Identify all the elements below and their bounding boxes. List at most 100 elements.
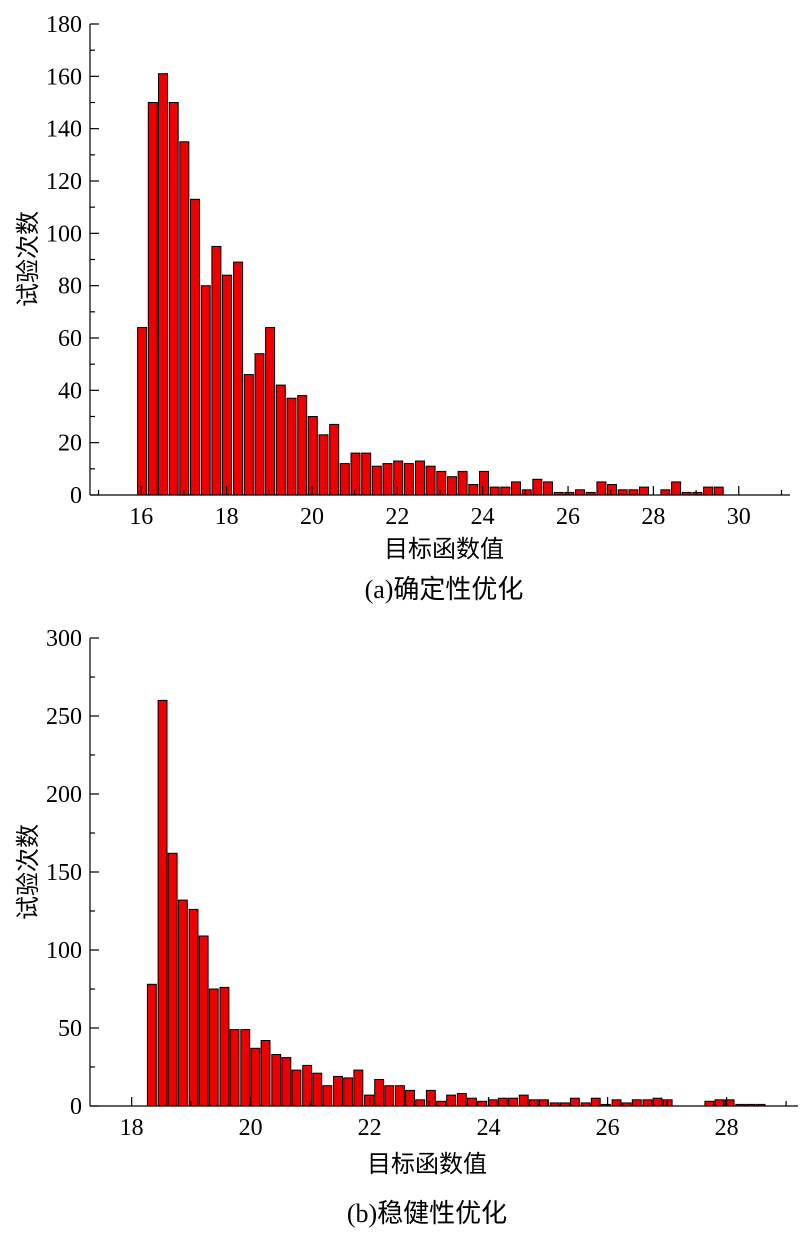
- panel-b-bar: [631, 1099, 642, 1107]
- panel-a-bar: [671, 481, 682, 496]
- panel-b-bar: [436, 1100, 447, 1107]
- panel-b-y-tick-label: 150: [46, 860, 82, 886]
- panel-a-bar: [393, 460, 404, 496]
- panel-b-x-tick-label: 22: [358, 1115, 382, 1141]
- panel-b-bar: [384, 1085, 395, 1107]
- panel-b-bar: [652, 1097, 663, 1107]
- panel-b-bar: [467, 1097, 477, 1107]
- panel-a-bar: [318, 434, 329, 496]
- panel-a-x-tick-label: 30: [727, 504, 751, 530]
- panel-a-y-tick-label: 20: [58, 431, 82, 457]
- panel-b-bar: [456, 1093, 467, 1107]
- panel-a-bar: [190, 198, 200, 496]
- panel-b-bar: [590, 1097, 601, 1107]
- panel-a-bar: [179, 141, 190, 496]
- panel-b-x-tick-label: 28: [715, 1115, 739, 1141]
- panel-a-bar: [575, 489, 585, 496]
- panel-a-y-tick-label: 60: [58, 326, 82, 352]
- panel-b-caption: (b)稳健性优化: [347, 1199, 507, 1228]
- panel-a-y-tick-label: 40: [58, 378, 82, 404]
- panel-b-bars: [146, 699, 766, 1107]
- panel-b-bar: [343, 1077, 354, 1107]
- panel-b-bar: [539, 1099, 549, 1107]
- panel-a-x-tick-label: 18: [215, 504, 239, 530]
- panel-a-bar: [329, 423, 340, 496]
- panel-a-bar: [425, 465, 436, 496]
- panel-b-bar: [642, 1099, 653, 1107]
- panel-b-y-tick-label: 250: [46, 704, 82, 730]
- panel-a-x-tick-label: 20: [300, 504, 324, 530]
- panel-a-bar: [532, 478, 543, 496]
- panel-b-bar: [477, 1100, 488, 1107]
- panel-a-bar: [511, 481, 521, 496]
- panel-a-bar: [607, 484, 617, 496]
- panel-a-y-tick-label: 180: [46, 12, 82, 38]
- panel-b-bar: [322, 1085, 333, 1107]
- panel-b-bar: [177, 899, 188, 1107]
- panel-b-bar: [405, 1089, 416, 1107]
- panel-a-bar: [265, 327, 276, 496]
- panel-b-y-tick-label: 50: [58, 1016, 82, 1042]
- panel-a-bar: [339, 463, 350, 496]
- panel-a-bar: [158, 73, 168, 496]
- panel-b-bar: [312, 1072, 323, 1107]
- panel-a-caption: (a)确定性优化: [365, 575, 524, 604]
- panel-a: 0 20 40 60 80 100 120 140 160 180 16 18 20 22 24 26 28 30…: [14, 12, 790, 604]
- panel-a-bar: [713, 486, 724, 496]
- panel-a-bar: [168, 102, 179, 496]
- panel-a-bar: [361, 452, 372, 496]
- panel-b-y-tick-label: 300: [46, 626, 82, 652]
- panel-b-bar: [157, 699, 168, 1107]
- panel-b-bar: [219, 986, 230, 1107]
- panel-a-bar: [596, 481, 607, 496]
- panel-a-y-tick-label: 140: [46, 117, 82, 143]
- panel-b-bar: [291, 1069, 302, 1107]
- panel-b-x-axis-title: 目标函数值: [367, 1150, 487, 1178]
- panel-b-y-tick-label: 0: [70, 1094, 82, 1120]
- panel-b-x-tick-label: 20: [239, 1115, 263, 1141]
- panel-b-x-tick-label: 24: [477, 1115, 501, 1141]
- panel-a-y-tick-label: 100: [46, 221, 82, 247]
- panel-b: 0 50 100 150 200 250 300 18 20 22 24 26 28 试验次数 目标函数…: [14, 626, 798, 1228]
- panel-a-y-tick-label: 0: [70, 483, 82, 509]
- panel-b-bar: [353, 1069, 364, 1107]
- panel-a-x-tick-label: 22: [385, 504, 409, 530]
- panel-a-bar: [436, 470, 447, 496]
- panel-a-bar: [275, 384, 286, 496]
- panel-a-bar: [617, 489, 628, 496]
- panel-a-bar: [703, 486, 714, 496]
- panel-a-bars: [137, 73, 724, 496]
- panel-a-bar: [521, 489, 532, 496]
- panel-a-bar: [254, 353, 265, 496]
- panel-b-bar: [208, 988, 219, 1107]
- panel-b-bar: [271, 1054, 282, 1107]
- panel-a-bar: [243, 374, 254, 496]
- panel-a-bar: [479, 470, 489, 496]
- panel-b-bar: [240, 1029, 251, 1107]
- panel-a-x-tick-label: 16: [129, 504, 153, 530]
- panel-a-y-tick-label: 120: [46, 169, 82, 195]
- panel-b-bar: [302, 1064, 313, 1107]
- panel-b-bar: [487, 1099, 498, 1107]
- panel-a-bar: [286, 397, 297, 496]
- panel-a-y-tick-label: 160: [46, 64, 82, 90]
- panel-a-bar: [200, 285, 211, 496]
- panel-a-bar: [147, 102, 158, 496]
- panel-b-y-tick-label: 100: [46, 938, 82, 964]
- panel-b-bar: [446, 1094, 457, 1107]
- panel-b-bar: [704, 1100, 715, 1107]
- panel-a-axes: 0 20 40 60 80 100 120 140 160 180 16 18 20 22 24 26 28 30: [46, 12, 790, 530]
- panel-b-bar: [425, 1089, 436, 1107]
- panel-a-bar: [297, 395, 308, 496]
- panel-a-bar: [371, 465, 382, 496]
- panel-a-bar: [468, 484, 479, 496]
- panel-a-bar: [382, 463, 393, 496]
- panel-a-bar: [307, 416, 318, 496]
- panel-a-bar: [639, 486, 649, 496]
- panel-a-x-tick-label: 24: [471, 504, 495, 530]
- panel-b-bar: [395, 1085, 405, 1107]
- panel-b-bar: [508, 1097, 519, 1107]
- panel-b-x-tick-label: 18: [120, 1115, 144, 1141]
- panel-b-bar: [518, 1094, 529, 1107]
- panel-b-y-axis-title: 试验次数: [14, 824, 42, 920]
